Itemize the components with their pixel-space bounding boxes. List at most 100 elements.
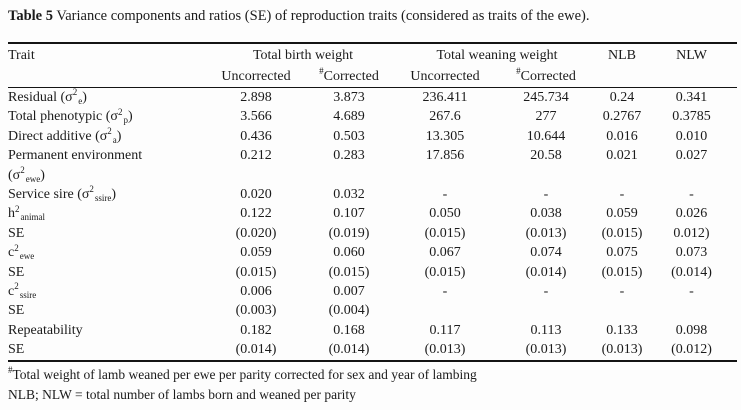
table-row: SE (0.014) (0.014) (0.013) (0.013) (0.013) (0.… xyxy=(8,340,737,360)
value-cell: (0.013) xyxy=(525,342,567,358)
table-row: Residual (σ2e) 2.898 3.873 236.411 245.734 0.… xyxy=(8,88,737,108)
value-cell: (0.015) xyxy=(424,264,466,280)
trait-label: SE xyxy=(8,303,25,319)
value-cell: 0.107 xyxy=(333,206,365,222)
table-row: c2ssire 0.006 0.007 - - - - xyxy=(8,282,737,301)
trait-label: Residual (σ2e) xyxy=(8,87,87,106)
value-cell: (0.003) xyxy=(235,303,277,319)
value-cell: 0.073 xyxy=(675,245,708,261)
value-cell: - xyxy=(442,187,448,203)
value-cell: 0.436 xyxy=(240,128,272,144)
value-cell: 0.341 xyxy=(675,90,708,105)
column-group-total-weaning-weight: Total weaning weight xyxy=(436,48,558,63)
column-header-label: Uncorrected xyxy=(410,69,480,84)
table-row: SE (0.020) (0.019) (0.015) (0.013) (0.015) 0.0… xyxy=(8,224,737,243)
value-cell: 0.283 xyxy=(333,148,365,164)
footnote-marker: # xyxy=(516,66,521,77)
column-header-uncorrected-weaning: Uncorrected xyxy=(396,66,494,88)
value-cell: 17.856 xyxy=(425,148,465,164)
table-caption-text: Variance components and ratios (SE) of r… xyxy=(53,8,590,24)
column-header-label: Corrected xyxy=(323,69,379,84)
variance-components-table: Trait Total birth weight Total weaning w… xyxy=(8,42,738,362)
trait-label: Permanent environment (σ2ewe) xyxy=(8,148,143,184)
value-cell: 0.3785 xyxy=(672,109,711,125)
value-cell: 0.059 xyxy=(606,206,638,222)
column-header-corrected-birth: #Corrected xyxy=(302,66,396,88)
value-cell: 0.050 xyxy=(429,206,461,222)
value-cell: - xyxy=(543,187,549,203)
value-cell: 13.305 xyxy=(425,128,465,144)
value-cell: 0.016 xyxy=(606,128,638,144)
trait-label: SE xyxy=(8,264,25,280)
footnote-marker: # xyxy=(8,365,13,376)
value-cell: - xyxy=(619,284,625,300)
value-cell: 0.098 xyxy=(675,322,708,338)
value-cell: 0.168 xyxy=(333,322,365,338)
header-row-sub: Uncorrected #Corrected Uncorrected #Corr… xyxy=(8,66,737,88)
value-cell: 0.075 xyxy=(606,245,638,261)
value-cell: (0.019) xyxy=(328,225,370,241)
value-cell: (0.014) xyxy=(525,264,567,280)
value-cell: (0.013) xyxy=(601,342,643,358)
value-cell: 2.898 xyxy=(240,90,272,105)
column-header-nlb: NLB xyxy=(608,48,637,63)
value-cell: - xyxy=(689,187,694,203)
value-cell: 3.873 xyxy=(333,90,365,105)
value-cell: 0.122 xyxy=(240,206,272,222)
value-cell xyxy=(598,301,646,320)
footnote-marker: # xyxy=(319,66,324,77)
value-cell: (0.015) xyxy=(601,225,643,241)
column-header-corrected-weaning: #Corrected xyxy=(494,66,598,88)
value-cell: (0.013) xyxy=(424,342,466,358)
header-row-groups: Trait Total birth weight Total weaning w… xyxy=(8,43,737,66)
trait-label: h2animal xyxy=(8,203,45,223)
value-cell: 4.689 xyxy=(333,109,365,125)
value-cell: - xyxy=(619,187,625,203)
value-cell: (0.014) xyxy=(328,342,370,358)
footnote-text: Total weight of lamb weaned per ewe per … xyxy=(12,366,477,382)
table-header: Trait Total birth weight Total weaning w… xyxy=(8,43,738,88)
value-cell: (0.014) xyxy=(671,264,712,280)
value-cell: 236.411 xyxy=(422,90,468,105)
value-cell: 0.2767 xyxy=(602,109,642,125)
value-cell: 0.212 xyxy=(240,148,272,164)
value-cell: 0.021 xyxy=(606,148,638,164)
column-group-total-birth-weight: Total birth weight xyxy=(252,48,354,63)
table-row: Direct additive (σ2a) 0.436 0.503 13.305 10.… xyxy=(8,127,737,146)
value-cell: (0.012) xyxy=(671,342,712,358)
footnote-nlb-nlw: NLB; NLW = total number of lambs born an… xyxy=(8,385,733,405)
column-header-trait: Trait xyxy=(8,48,35,63)
table-row: Repeatability 0.182 0.168 0.117 0.113 0.133 0.… xyxy=(8,321,737,340)
value-cell: 245.734 xyxy=(523,90,569,105)
value-cell xyxy=(646,301,737,320)
value-cell xyxy=(494,301,598,320)
value-cell: 0.026 xyxy=(675,206,708,222)
value-cell: 0.007 xyxy=(333,284,365,300)
value-cell: 0.006 xyxy=(240,284,272,300)
table-row: Total phenotypic (σ2p) 3.566 4.689 267.6 277… xyxy=(8,107,737,126)
value-cell: (0.015) xyxy=(424,225,466,241)
table-row: Service sire (σ2ssire) 0.020 0.032 - - - - xyxy=(8,185,737,204)
column-header-uncorrected-birth: Uncorrected xyxy=(210,66,302,88)
trait-label: Repeatability xyxy=(8,322,83,338)
table-row: h2animal 0.122 0.107 0.050 0.038 0.059 0.026 xyxy=(8,204,737,223)
value-cell: 0.067 xyxy=(429,245,461,261)
trait-label: c2ewe xyxy=(8,242,35,262)
value-cell: 0.012) xyxy=(673,225,710,241)
value-cell: 0.503 xyxy=(333,128,365,144)
value-cell: 0.117 xyxy=(429,322,461,338)
value-cell: - xyxy=(543,284,549,300)
value-cell: 0.027 xyxy=(675,148,708,164)
table-caption: Table 5 Variance components and ratios (… xyxy=(8,6,733,26)
trait-label: Total phenotypic (σ2p) xyxy=(8,106,133,126)
value-cell: - xyxy=(689,284,694,300)
trait-label: SE xyxy=(8,342,25,358)
column-header-label: Corrected xyxy=(520,69,576,84)
column-header-label: Uncorrected xyxy=(221,69,291,84)
table-row: SE (0.015) (0.015) (0.015) (0.014) (0.015) (0.… xyxy=(8,263,737,282)
value-cell: (0.015) xyxy=(235,264,277,280)
value-cell: - xyxy=(442,284,448,300)
table-row: c2ewe 0.059 0.060 0.067 0.074 0.075 0.073 xyxy=(8,243,737,262)
value-cell: 0.038 xyxy=(530,206,562,222)
value-cell: 0.032 xyxy=(333,187,365,203)
